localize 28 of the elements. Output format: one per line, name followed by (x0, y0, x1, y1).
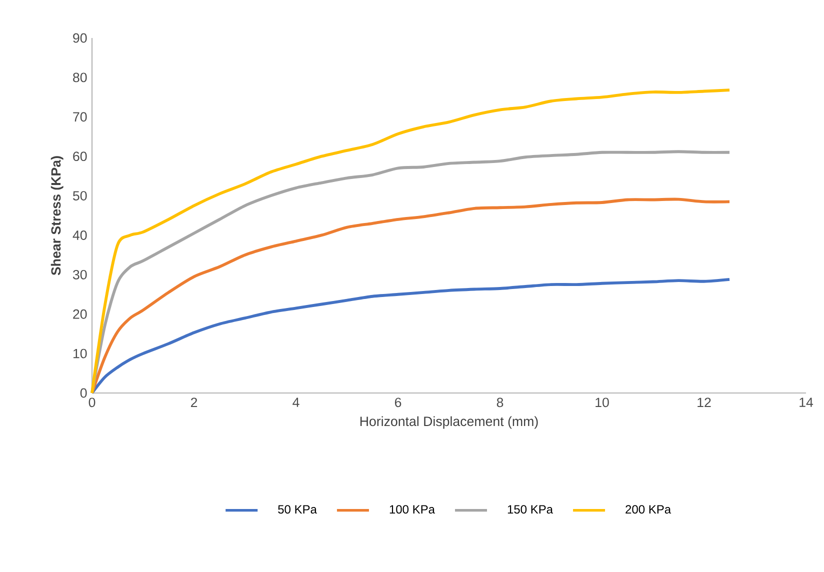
y-tick-label: 0 (80, 388, 87, 398)
x-tick-label: 2 (190, 398, 198, 408)
x-tick-label: 10 (596, 398, 609, 408)
x-tick-label: 8 (496, 398, 504, 408)
legend-label: 50 KPa (278, 505, 317, 514)
x-tick-label: 14 (800, 398, 814, 407)
legend-label: 100 KPa (390, 505, 435, 514)
legend-label: 200 KPa (626, 505, 672, 514)
y-tick-label: 10 (73, 348, 87, 358)
x-tick-label: 0 (88, 398, 96, 408)
y-tick-label: 90 (73, 33, 87, 43)
x-axis-title: Horizontal Displacement (mm) (360, 416, 538, 429)
line-series (90, 278, 731, 394)
legend-label: 150 KPa (508, 505, 554, 514)
y-tick-label: 50 (73, 191, 87, 200)
x-tick-label: 4 (292, 398, 300, 407)
y-tick-label: 80 (73, 72, 87, 82)
y-tick-label: 30 (72, 270, 87, 280)
y-axis-title: Shear Stress (KPa) (50, 156, 64, 276)
line-series (90, 198, 731, 394)
y-tick-label: 20 (73, 309, 87, 319)
line-series (90, 150, 731, 394)
y-tick-label: 40 (72, 230, 87, 240)
y-tick-label: 70 (73, 112, 87, 122)
x-tick-label: 12 (698, 398, 711, 408)
y-tick-label: 60 (73, 152, 87, 162)
x-tick-label: 6 (394, 398, 402, 408)
line-series (90, 88, 731, 394)
